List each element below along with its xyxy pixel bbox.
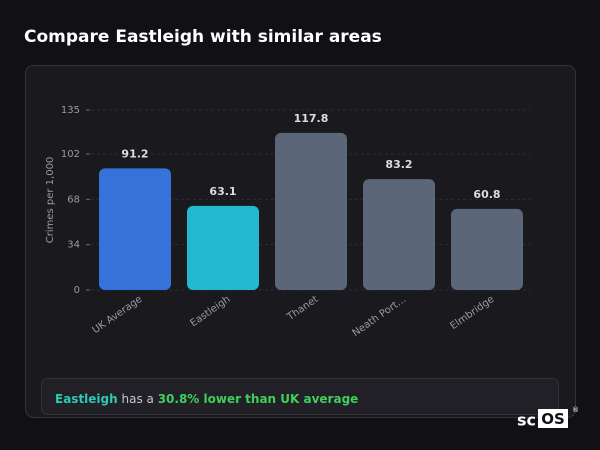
brand-boxed: OS [541,410,565,428]
y-tick-label: 0 [74,285,80,296]
value-label: 60.8 [473,188,500,201]
summary-highlight: 30.8% lower than UK average [158,392,359,406]
bar [187,205,259,290]
brand-mark: ® [572,406,579,414]
brand-prefix: sc [517,411,536,430]
bar [99,168,171,290]
page-title: Compare Eastleigh with similar areas [24,27,382,47]
y-axis-label: Crimes per 1,000 [45,157,56,244]
bar [451,208,523,290]
value-label: 91.2 [121,147,148,160]
y-tick-label: 102 [61,149,80,160]
value-label: 63.1 [209,185,236,198]
y-tick-label: 135 [61,105,80,116]
bar [275,132,347,290]
summary-area: Eastleigh [55,392,118,406]
summary: Eastleigh has a 30.8% lower than UK aver… [55,392,358,406]
brand-box [538,409,568,428]
y-tick-label: 68 [67,194,80,205]
value-label: 117.8 [294,112,329,125]
bar [363,179,435,290]
summary-box [41,378,559,415]
summary-text: has a [118,392,158,406]
y-tick-label: 34 [67,240,80,251]
value-label: 83.2 [385,158,412,171]
